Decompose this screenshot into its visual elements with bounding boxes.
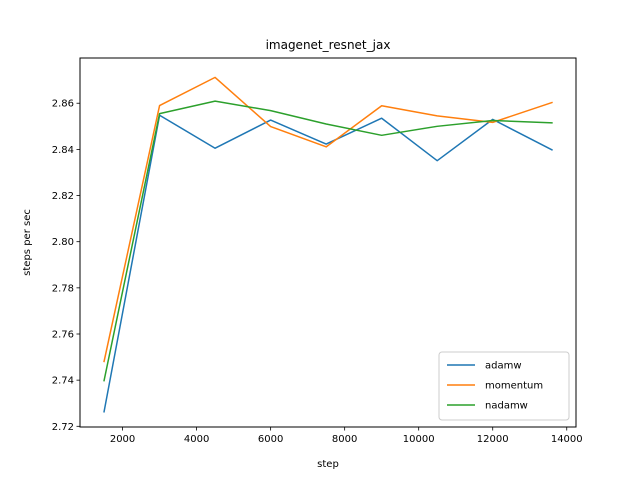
legend: adamw momentum nadamw xyxy=(438,351,570,421)
plot-lines xyxy=(103,76,553,413)
y-tick-label: 2.76 xyxy=(52,330,74,341)
x-tick-label: 6000 xyxy=(258,434,283,445)
legend-label-nadamw: nadamw xyxy=(485,401,528,412)
y-tick-label: 2.78 xyxy=(52,283,74,294)
legend-label-adamw: adamw xyxy=(485,361,522,372)
x-axis-label: step xyxy=(317,459,339,470)
y-tick-label: 2.72 xyxy=(52,422,74,433)
plot-frame xyxy=(79,57,577,428)
legend-label-momentum: momentum xyxy=(485,381,543,392)
y-tick-label: 2.86 xyxy=(52,99,74,110)
x-tick-label: 8000 xyxy=(332,434,357,445)
x-tick-label: 4000 xyxy=(184,434,209,445)
x-tick-label: 14000 xyxy=(551,434,583,445)
series-line-nadamw xyxy=(103,100,553,382)
x-tick-label: 2000 xyxy=(110,434,135,445)
x-tick-label: 10000 xyxy=(403,434,435,445)
y-tick-label: 2.82 xyxy=(52,191,74,202)
y-axis-label: steps per sec xyxy=(22,209,33,276)
chart-title: imagenet_resnet_jax xyxy=(266,38,391,52)
legend-box xyxy=(438,351,570,421)
series-line-momentum xyxy=(103,76,553,363)
y-axis: 2.72 2.74 2.76 2.78 2.80 2.82 2.84 2.86 xyxy=(52,99,80,433)
x-axis: 2000 4000 6000 8000 10000 12000 14000 xyxy=(110,427,583,445)
x-tick-label: 12000 xyxy=(477,434,509,445)
y-tick-label: 2.80 xyxy=(52,237,74,248)
y-tick-label: 2.84 xyxy=(52,145,74,156)
series-line-adamw xyxy=(103,114,553,413)
y-tick-label: 2.74 xyxy=(52,376,74,387)
